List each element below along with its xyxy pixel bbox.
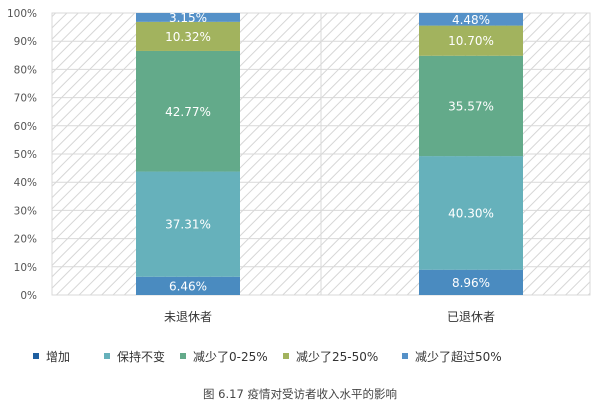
bar-segment	[136, 171, 240, 277]
data-label: 42.77%	[165, 105, 211, 119]
y-tick-label: 30%	[14, 205, 37, 217]
data-label: 10.32%	[165, 30, 211, 44]
y-tick-label: 60%	[14, 121, 37, 133]
y-tick-label: 40%	[14, 177, 37, 189]
legend-swatch	[283, 353, 289, 359]
x-tick-label: 未退休者	[164, 310, 212, 324]
y-tick-label: 80%	[14, 64, 37, 76]
y-tick-label: 100%	[7, 8, 37, 20]
data-label: 10.70%	[448, 34, 494, 48]
legend-label: 保持不变	[117, 349, 165, 364]
bar-segment	[136, 12, 240, 22]
bar-segment	[136, 50, 240, 172]
y-tick-label: 0%	[20, 290, 37, 302]
data-label: 40.30%	[448, 206, 494, 220]
data-label: 4.48%	[452, 13, 490, 27]
legend-label: 减少了25-50%	[296, 350, 378, 364]
data-label: 6.46%	[169, 279, 207, 293]
bar-segment	[136, 276, 240, 295]
y-tick-label: 10%	[14, 262, 37, 274]
legend-label: 增加	[46, 350, 70, 364]
bar-segment	[419, 25, 523, 56]
bar-segment	[419, 269, 523, 295]
legend-swatch	[104, 353, 110, 359]
y-tick-label: 70%	[14, 93, 37, 105]
bar-segment	[419, 12, 523, 26]
y-tick-label: 90%	[14, 36, 37, 48]
bar-segment	[419, 55, 523, 157]
y-tick-label: 50%	[14, 149, 37, 161]
data-label: 8.96%	[452, 276, 490, 290]
bar-segment	[419, 156, 523, 270]
bar-segment	[136, 21, 240, 51]
data-label: 37.31%	[165, 218, 211, 232]
legend-swatch	[402, 353, 408, 359]
data-label: 3.15%	[169, 11, 207, 25]
legend-swatch	[180, 353, 186, 359]
legend-label: 减少了超过50%	[415, 349, 502, 364]
legend-swatch	[33, 353, 39, 359]
chart-title: 图 6.17 疫情对受访者收入水平的影响	[203, 387, 397, 401]
data-label: 35.57%	[448, 99, 494, 113]
y-tick-label: 20%	[14, 234, 37, 246]
x-tick-label: 已退休者	[447, 310, 495, 324]
legend-label: 减少了0-25%	[193, 350, 268, 364]
